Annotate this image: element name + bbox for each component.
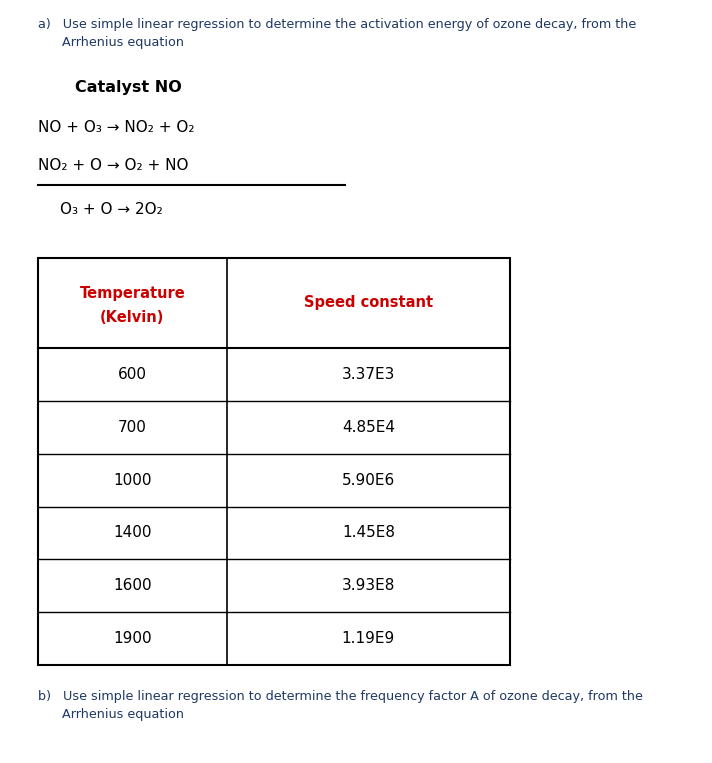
Text: (Kelvin): (Kelvin) <box>100 310 164 325</box>
Text: b)   Use simple linear regression to determine the frequency factor A of ozone d: b) Use simple linear regression to deter… <box>38 690 643 703</box>
Text: Speed constant: Speed constant <box>304 295 433 311</box>
Text: Arrhenius equation: Arrhenius equation <box>38 708 184 721</box>
Text: 1.19E9: 1.19E9 <box>342 631 395 646</box>
Text: Temperature: Temperature <box>80 286 185 301</box>
Text: 1000: 1000 <box>113 472 152 488</box>
Text: 5.90E6: 5.90E6 <box>342 472 395 488</box>
Text: 700: 700 <box>118 420 147 435</box>
Text: 1.45E8: 1.45E8 <box>342 526 395 540</box>
Text: 3.93E8: 3.93E8 <box>342 578 395 594</box>
Text: 1400: 1400 <box>113 526 152 540</box>
Text: 600: 600 <box>118 367 147 382</box>
Text: 1900: 1900 <box>113 631 152 646</box>
Text: NO₂ + O → O₂ + NO: NO₂ + O → O₂ + NO <box>38 158 189 173</box>
Text: Catalyst NO: Catalyst NO <box>75 80 182 95</box>
Text: 4.85E4: 4.85E4 <box>342 420 395 435</box>
Text: NO + O₃ → NO₂ + O₂: NO + O₃ → NO₂ + O₂ <box>38 120 194 135</box>
Text: 3.37E3: 3.37E3 <box>342 367 395 382</box>
Text: O₃ + O → 2O₂: O₃ + O → 2O₂ <box>60 202 163 217</box>
Text: 1600: 1600 <box>113 578 152 594</box>
Text: a)   Use simple linear regression to determine the activation energy of ozone de: a) Use simple linear regression to deter… <box>38 18 637 31</box>
Text: Arrhenius equation: Arrhenius equation <box>38 36 184 49</box>
